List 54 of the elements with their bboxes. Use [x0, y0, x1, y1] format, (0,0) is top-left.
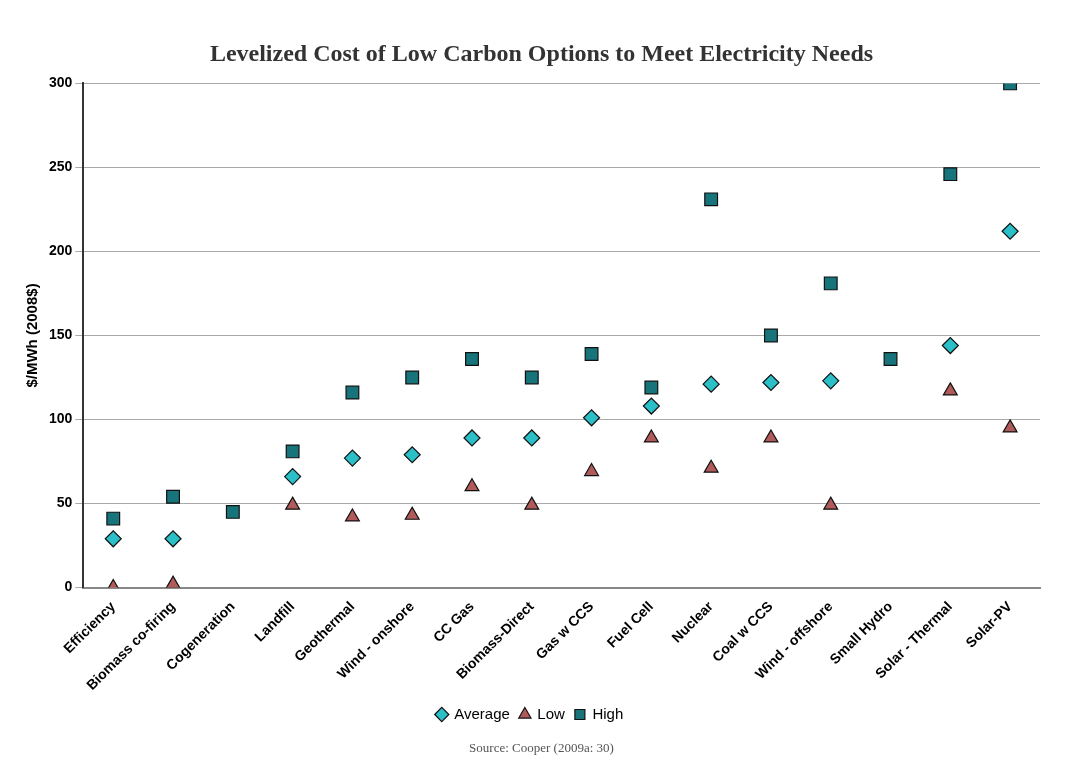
point: [584, 462, 600, 477]
point: [225, 504, 240, 519]
point: [403, 446, 421, 464]
point: [941, 336, 959, 355]
point: [822, 372, 840, 390]
point: [942, 382, 958, 396]
y-tick-label: 200: [49, 242, 73, 259]
legend-label: Average: [454, 704, 510, 722]
point: [464, 478, 480, 492]
legend-label: Low: [537, 704, 566, 722]
point: [104, 530, 122, 548]
point: [285, 496, 301, 510]
point: [763, 328, 778, 343]
point: [642, 397, 660, 415]
point: [823, 276, 838, 291]
point: [584, 346, 599, 361]
legend-label: High: [592, 704, 624, 722]
point: [582, 409, 601, 427]
point: [644, 380, 659, 395]
point: [465, 352, 479, 366]
point: [1001, 222, 1019, 240]
point: [106, 511, 121, 526]
point: [704, 192, 719, 207]
point: [345, 385, 360, 400]
point: [164, 530, 182, 548]
point: [703, 459, 719, 473]
y-tick-label: 250: [49, 158, 73, 175]
y-axis-title: $/MWh (2008$): [23, 283, 41, 388]
point: [1002, 419, 1018, 433]
source-note: Source: Cooper (2009a: 30): [468, 740, 615, 756]
point: [702, 375, 720, 393]
point: [344, 508, 360, 522]
chart-title: Levelized Cost of Low Carbon Options to Meet Electricity Needs: [208, 40, 875, 67]
point: [463, 429, 481, 447]
point: [763, 429, 779, 443]
point: [643, 429, 659, 443]
point: [762, 373, 780, 392]
point: [524, 370, 539, 385]
point: [285, 444, 300, 459]
y-tick-label: 50: [56, 494, 73, 511]
point: [523, 429, 541, 447]
y-tick-label: 100: [49, 410, 73, 427]
y-tick-label: 300: [49, 74, 73, 91]
point: [883, 352, 898, 366]
point: [524, 496, 540, 510]
y-tick-label: 150: [49, 326, 73, 343]
point: [343, 449, 362, 467]
point: [284, 468, 302, 486]
point: [823, 496, 839, 510]
y-tick-label: 0: [64, 578, 73, 595]
point: [404, 506, 420, 520]
point: [405, 370, 420, 385]
point: [166, 489, 181, 504]
point: [943, 167, 958, 182]
